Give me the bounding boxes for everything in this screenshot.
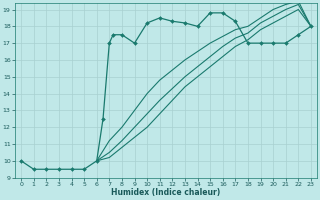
- X-axis label: Humidex (Indice chaleur): Humidex (Indice chaleur): [111, 188, 221, 197]
